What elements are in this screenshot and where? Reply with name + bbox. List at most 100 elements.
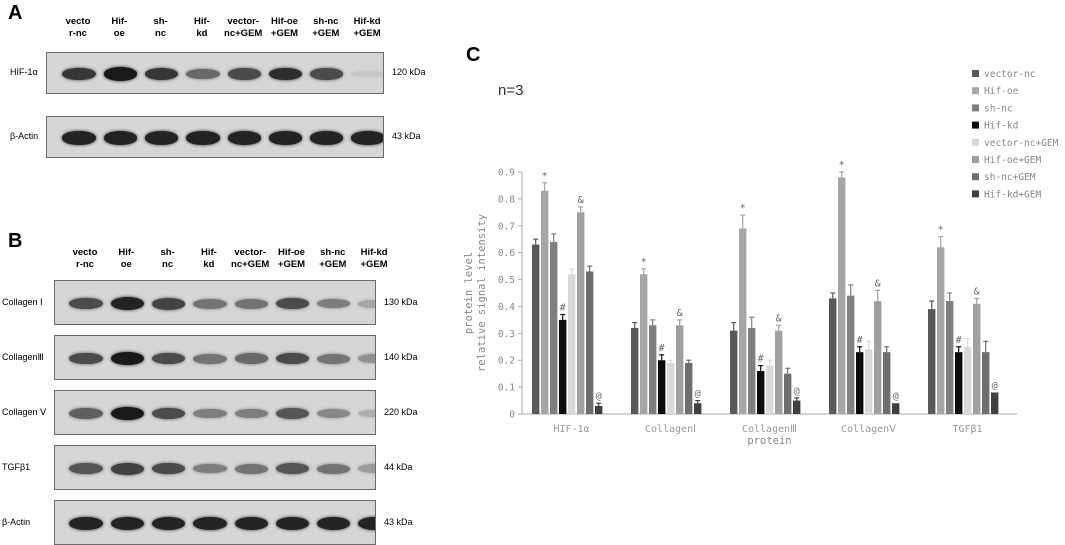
panel-b-blot-membrane xyxy=(54,335,376,380)
panel-b-band xyxy=(234,516,268,531)
y-axis-label: relative signal intensity xyxy=(476,214,488,372)
bar xyxy=(532,244,540,414)
panel-b-blot-label: β-Actin xyxy=(2,516,31,527)
y-tick-label: 0.8 xyxy=(498,194,515,205)
bar xyxy=(577,212,585,414)
panel-b-band xyxy=(69,462,103,475)
legend-label: sh-nc+GEM xyxy=(984,172,1036,183)
panel-a-lane-label: Hif-oe +GEM xyxy=(270,16,299,39)
bar xyxy=(883,352,891,414)
panel-b-band xyxy=(234,463,268,474)
bar xyxy=(892,403,900,414)
significance-marker: & xyxy=(875,278,881,289)
panel-b-blot-label: CollagenⅢ xyxy=(2,351,44,362)
y-tick-label: 0.2 xyxy=(498,356,515,367)
panel-b-band xyxy=(69,516,103,531)
significance-marker: # xyxy=(758,354,764,365)
panel-b-band xyxy=(151,516,186,531)
panel-a-blot-label: HIF-1α xyxy=(10,67,38,77)
panel-a-band xyxy=(227,68,261,80)
panel-b-band xyxy=(317,298,351,309)
panel-b-lane-label: vecto r-nc xyxy=(72,247,98,270)
panel-b-lane-label: Hif-kd +GEM xyxy=(360,247,388,270)
panel-b-band xyxy=(110,296,144,311)
panel-b-band xyxy=(275,407,310,420)
significance-marker: & xyxy=(677,308,683,319)
panel-a-lane-label: vector- nc+GEM xyxy=(224,16,263,39)
panel-b-band xyxy=(317,516,351,531)
panel-b-lane-label: vector- nc+GEM xyxy=(231,247,270,270)
panel-b-band xyxy=(69,408,103,419)
bar xyxy=(865,349,873,414)
panel-b-band xyxy=(110,462,144,475)
panel-a-lane-label: Hif- kd xyxy=(193,16,210,39)
panel-a-band xyxy=(268,131,303,145)
panel-b-band xyxy=(151,352,186,365)
bar xyxy=(739,228,747,414)
panel-b-band xyxy=(317,353,351,364)
bar xyxy=(658,360,666,414)
sample-size-note: n=3 xyxy=(498,82,524,99)
panel-b-lane-label: Hif- kd xyxy=(200,247,217,270)
panel-b-band xyxy=(358,409,375,418)
panel-b-lane-label: Hif- oe xyxy=(118,247,135,270)
legend-label: sh-nc xyxy=(984,103,1013,114)
significance-marker: @ xyxy=(893,391,899,402)
bar xyxy=(568,274,576,414)
panel-b-lane-label: sh-nc +GEM xyxy=(319,247,347,270)
y-tick-label: 0 xyxy=(509,410,515,421)
legend-swatch xyxy=(972,121,979,129)
panel-b-band xyxy=(275,352,310,365)
panel-a-letter: A xyxy=(8,2,23,24)
bar xyxy=(595,405,603,414)
bar xyxy=(676,325,684,414)
panel-b-lane-label: Hif-oe +GEM xyxy=(277,247,306,270)
y-tick-label: 0.7 xyxy=(498,221,515,232)
panel-a-band xyxy=(351,70,383,78)
panel-b-band xyxy=(234,353,268,364)
bar-chart: 0 0.1 0.2 0.3 0.4 0.5 0.6 0.7 0.8 0.9 protein leve… xyxy=(463,69,1059,447)
panel-a-molecular-weight: 120 kDa xyxy=(392,67,426,77)
panel-a-band xyxy=(186,131,220,145)
bar xyxy=(748,327,756,414)
panel-a-band xyxy=(103,131,137,145)
legend-label: Hif-kd+GEM xyxy=(984,189,1041,200)
panel-b-band xyxy=(234,408,268,419)
y-tick-label: 0.3 xyxy=(498,329,515,340)
bar xyxy=(757,370,765,414)
y-axis-label: protein level xyxy=(463,252,475,334)
panel-a-band xyxy=(62,131,96,145)
legend-swatch xyxy=(972,138,979,146)
panel-b-band xyxy=(275,516,310,531)
significance-marker: * xyxy=(740,203,746,214)
panel-a-band xyxy=(310,131,344,145)
legend-label: Hif-oe+GEM xyxy=(984,155,1041,166)
panel-b-molecular-weight: 43 kDa xyxy=(384,516,413,527)
y-tick-label: 0.6 xyxy=(498,248,515,259)
panel-a-band xyxy=(268,67,303,81)
significance-marker: * xyxy=(938,225,944,236)
panel-a-lane-label: sh- nc xyxy=(153,16,168,39)
legend-label: vector-nc+GEM xyxy=(984,138,1059,149)
bar xyxy=(937,247,945,414)
bar xyxy=(559,319,567,414)
bar xyxy=(982,352,990,414)
bar xyxy=(766,365,774,414)
panel-b-blot-label: Collagen Ⅴ xyxy=(2,406,47,417)
significance-marker: * xyxy=(839,160,845,171)
bar xyxy=(640,274,648,414)
panel-b-band xyxy=(275,462,310,475)
bar xyxy=(955,352,963,414)
panel-a-lane-label: sh-nc +GEM xyxy=(312,16,340,39)
significance-marker: * xyxy=(641,257,647,268)
panel-b-blot-membrane xyxy=(54,500,376,545)
significance-marker: & xyxy=(776,313,782,324)
panel-c-letter: C xyxy=(466,44,481,66)
y-tick-label: 0.5 xyxy=(498,275,515,286)
legend-swatch xyxy=(972,190,979,198)
panel-b-band xyxy=(358,354,375,363)
panel-a-blot-membrane xyxy=(46,52,384,94)
y-tick-label: 0.4 xyxy=(498,302,515,313)
significance-marker: @ xyxy=(794,386,800,397)
bar xyxy=(946,301,954,414)
